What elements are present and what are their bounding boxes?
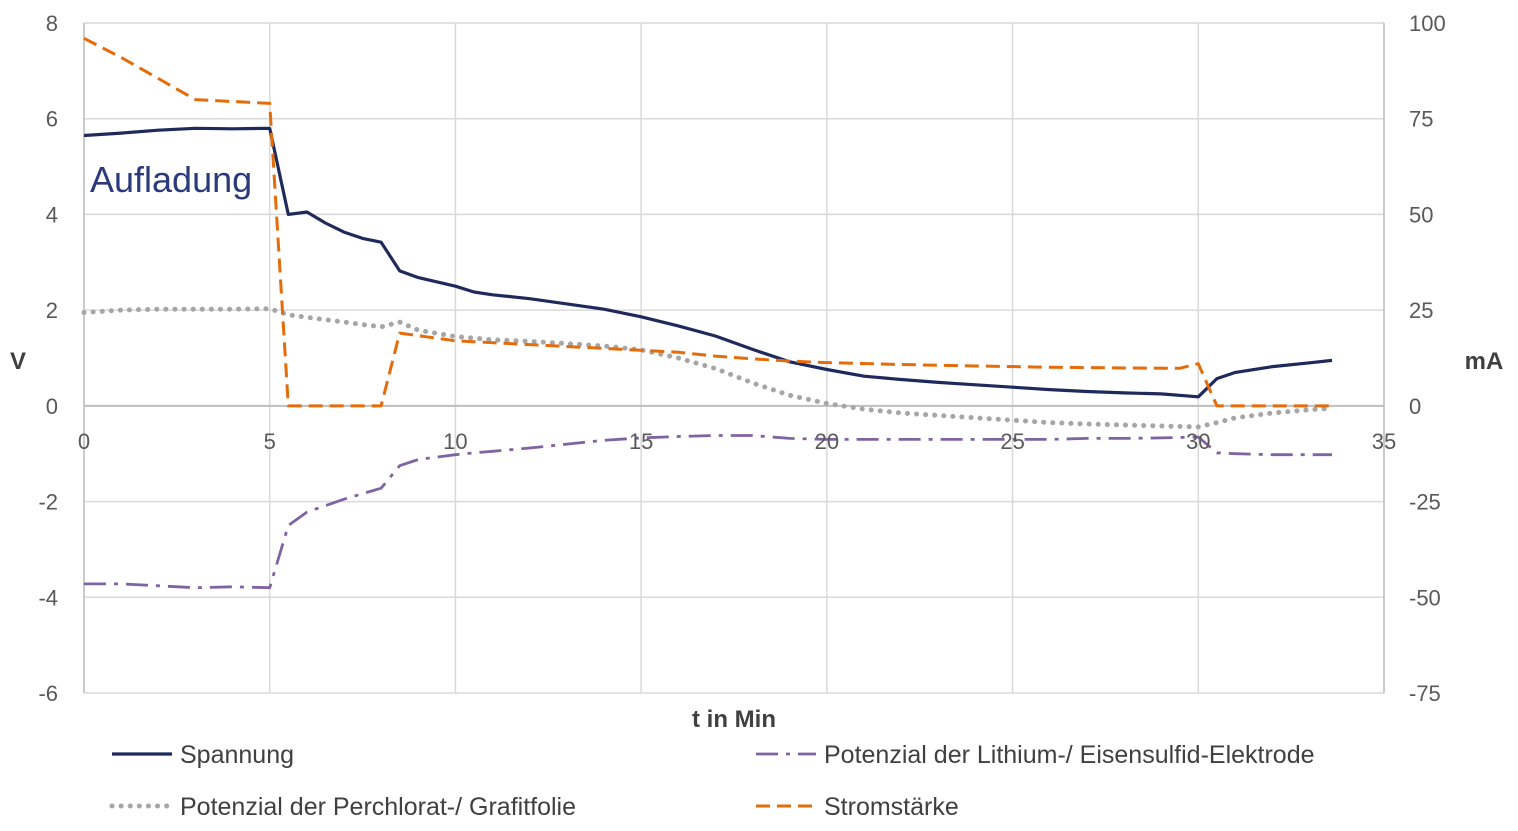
legend-item-lithium-eisensulfid: Potenzial der Lithium-/ Eisensulfid-Elek…	[756, 741, 1315, 769]
x-tick-label: 20	[815, 429, 839, 454]
series-lines	[81, 36, 1335, 590]
y-right-tick-label: 100	[1409, 11, 1446, 36]
legend-item-spannung: Spannung	[112, 741, 294, 769]
y-left-tick-label: -4	[38, 585, 58, 610]
x-tick-label: 15	[629, 429, 653, 454]
y-right-tick-label: 75	[1409, 107, 1433, 132]
legend-label-lithium-eisensulfid: Potenzial der Lithium-/ Eisensulfid-Elek…	[824, 741, 1315, 769]
x-tick-label: 35	[1372, 429, 1396, 454]
y-left-tick-label: 6	[46, 107, 58, 132]
x-tick-label: 5	[264, 429, 276, 454]
x-tick-label: 10	[443, 429, 467, 454]
y-left-tick-label: -2	[38, 490, 58, 515]
annotation-aufladung: Aufladung	[90, 159, 252, 200]
y-axis-left-title: V	[10, 348, 26, 375]
legend-item-perchlorat-grafitfolie: Potenzial der Perchlorat-/ Grafitfolie	[109, 793, 576, 821]
legend: Spannung Potenzial der Lithium-/ Eisensu…	[109, 741, 1315, 821]
legend-label-stromstaerke: Stromstärke	[824, 793, 959, 821]
legend-label-perchlorat-grafitfolie: Potenzial der Perchlorat-/ Grafitfolie	[180, 793, 576, 821]
series-line-lithium-eisensulfid	[84, 434, 1332, 590]
y-right-tick-label: 25	[1409, 298, 1433, 323]
series-line-spannung	[83, 126, 1333, 399]
legend-item-stromstaerke: Stromstärke	[756, 793, 959, 821]
x-tick-label: 30	[1186, 429, 1210, 454]
y-left-tick-label: 4	[46, 202, 58, 227]
y-right-tick-label: 0	[1409, 394, 1421, 419]
y-right-tick-label: 50	[1409, 202, 1433, 227]
y-left-tick-label: 0	[46, 394, 58, 419]
gridlines	[83, 22, 1385, 694]
series-line-perchlorat-grafitfolie	[81, 306, 1335, 430]
series-line-stromstaerke	[83, 36, 1332, 408]
y-right-tick-label: -50	[1409, 585, 1441, 610]
y-right-tick-label: -25	[1409, 490, 1441, 515]
x-tick-label: 25	[1000, 429, 1024, 454]
y-right-tick-label: -75	[1409, 681, 1441, 706]
x-tick-label: 0	[78, 429, 90, 454]
y-left-tick-label: 2	[46, 298, 58, 323]
tick-labels: -6 -4 -2 0 2 4 6 8 -75 -50 -25 0 25 50 75 100 0 5 10 15 20 25…	[38, 11, 1445, 706]
legend-label-spannung: Spannung	[180, 741, 294, 769]
y-left-tick-label: -6	[38, 681, 58, 706]
y-axis-right-title: mA	[1465, 348, 1504, 375]
x-axis-title: t in Min	[692, 706, 776, 733]
y-left-tick-label: 8	[46, 11, 58, 36]
